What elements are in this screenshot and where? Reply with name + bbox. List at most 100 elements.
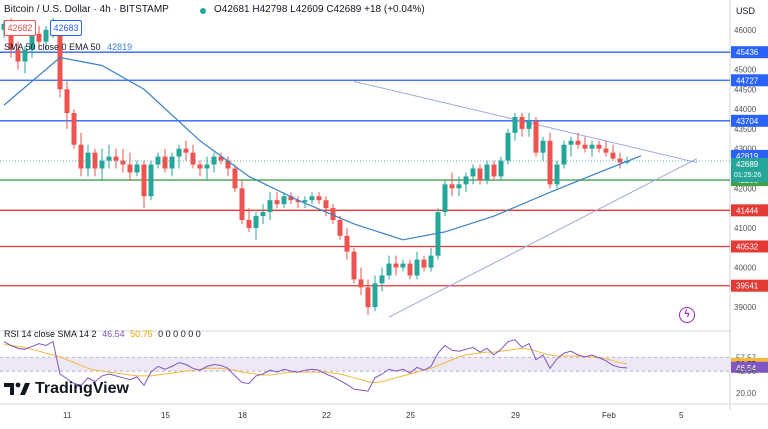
time-tick-label: 25 [406, 411, 415, 420]
candle-body [435, 212, 441, 256]
rsi-band [0, 357, 730, 372]
event-lightning-icon[interactable]: ϟ [679, 307, 695, 323]
candle-body [267, 200, 273, 213]
level-tag-text-40532: 40532 [736, 242, 759, 251]
candle-body [589, 144, 595, 149]
candle-body [575, 140, 581, 145]
rsi-value-2: 50.75 [130, 329, 153, 339]
candle-body [533, 120, 539, 153]
candle-body [323, 200, 329, 209]
candle-body [449, 184, 455, 189]
tradingview-logo-text: TradingView [35, 380, 129, 397]
candle-body [610, 152, 616, 159]
price-tick-label: 43000 [734, 145, 757, 154]
candle-body [183, 148, 189, 153]
candle-body [85, 152, 91, 169]
candle-body [15, 49, 21, 62]
rsi-value-rest: 0 0 0 0 0 0 [158, 329, 201, 339]
indicator-label[interactable]: SMA 50 close 0 EMA 50 42819 [4, 42, 132, 52]
time-tick-label: 15 [161, 411, 170, 420]
candle-body [498, 160, 504, 177]
buy-price-box[interactable]: 42683 [50, 20, 82, 36]
level-tag-40532 [731, 240, 768, 253]
candle-body [134, 164, 140, 173]
candle-body [127, 164, 133, 173]
sell-price-box[interactable]: 42682 [4, 20, 36, 36]
candle-body [428, 255, 434, 268]
candle-body [232, 168, 238, 189]
rsi-legend[interactable]: RSI 14 close SMA 14 2 46.54 50.75 0 0 0 … [4, 329, 201, 339]
candle-body [78, 144, 84, 169]
level-tag-text-45436: 45436 [736, 48, 759, 57]
ma50-line [3, 56, 642, 241]
candle-body [344, 235, 350, 252]
candle-body [484, 164, 490, 181]
header-symbol[interactable]: Bitcoin / U.S. Dollar · 4h · BITSTAMP [4, 4, 169, 15]
indicator-value: 42819 [107, 42, 133, 52]
candle-body [64, 89, 70, 114]
candle-body [148, 164, 154, 197]
candle-body [358, 279, 364, 288]
candle-body [505, 132, 511, 161]
price-tick-label: 40000 [734, 264, 757, 273]
candle-body [218, 156, 224, 161]
price-tick-label: 46000 [734, 26, 757, 35]
rsi-value-1: 46.54 [102, 329, 125, 339]
time-tick-label: 29 [511, 411, 520, 420]
level-tag-text-39541: 39541 [736, 282, 759, 291]
candle-body [568, 140, 574, 145]
candle-body [260, 212, 266, 217]
candle-body [253, 216, 259, 228]
rsi-value-tag [731, 361, 768, 373]
candle-body [288, 196, 294, 201]
header-ohlc: O42681 H42798 L42609 C42689 +18 (+0.04%) [214, 4, 425, 15]
last-price-text: 42689 [736, 160, 759, 169]
candle-body [442, 184, 448, 213]
candle-body [8, 23, 14, 50]
candle-body [246, 220, 252, 228]
last-price-tag [731, 158, 768, 183]
status-dot-icon [200, 8, 206, 14]
candle-body [386, 263, 392, 276]
price-tick-label: 39000 [734, 303, 757, 312]
trendline-upper [353, 80, 698, 164]
time-tick-label: 11 [63, 411, 72, 420]
price-tick-label: 42000 [734, 184, 757, 193]
candle-body [239, 188, 245, 220]
level-tag-43704 [731, 114, 768, 127]
candle-body [22, 49, 28, 62]
candle-body [197, 164, 203, 169]
candle-body [204, 164, 210, 169]
candle-body [463, 176, 469, 185]
level-tag-45436 [731, 46, 768, 59]
candle-body [526, 120, 532, 129]
candle-body [71, 113, 77, 145]
price-tick-label: 41000 [734, 224, 757, 233]
level-tag-44727 [731, 74, 768, 87]
rsi-tick-label: 42.96 [736, 367, 757, 376]
candle-body [36, 33, 42, 42]
tradingview-logo[interactable]: TradingView [4, 380, 129, 398]
candle-body [106, 156, 112, 161]
candle-body [540, 140, 546, 153]
time-tick-label: 5 [679, 411, 684, 420]
candle-body [113, 156, 119, 161]
rsi-tick-label: 46.54 [736, 364, 757, 373]
candle-body [379, 275, 385, 284]
candle-body [43, 29, 49, 42]
candle-body [547, 140, 553, 185]
candle-body [141, 164, 147, 197]
tradingview-logo-icon [4, 382, 30, 395]
candle-body [351, 251, 357, 280]
candle-body [372, 283, 378, 308]
candle-body [407, 263, 413, 276]
candle-body [477, 168, 483, 181]
candle-body [603, 148, 609, 153]
candle-body [309, 196, 315, 201]
candle-body [99, 160, 105, 169]
candle-body [330, 208, 336, 220]
countdown-text: 01:25:26 [734, 172, 761, 179]
